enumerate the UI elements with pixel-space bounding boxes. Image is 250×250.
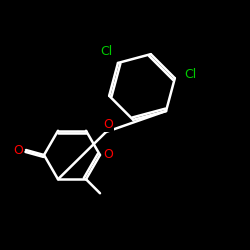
- Text: Cl: Cl: [100, 45, 113, 58]
- Text: O: O: [13, 144, 23, 156]
- Text: O: O: [103, 118, 113, 130]
- Text: Cl: Cl: [184, 68, 196, 80]
- Text: O: O: [103, 148, 113, 162]
